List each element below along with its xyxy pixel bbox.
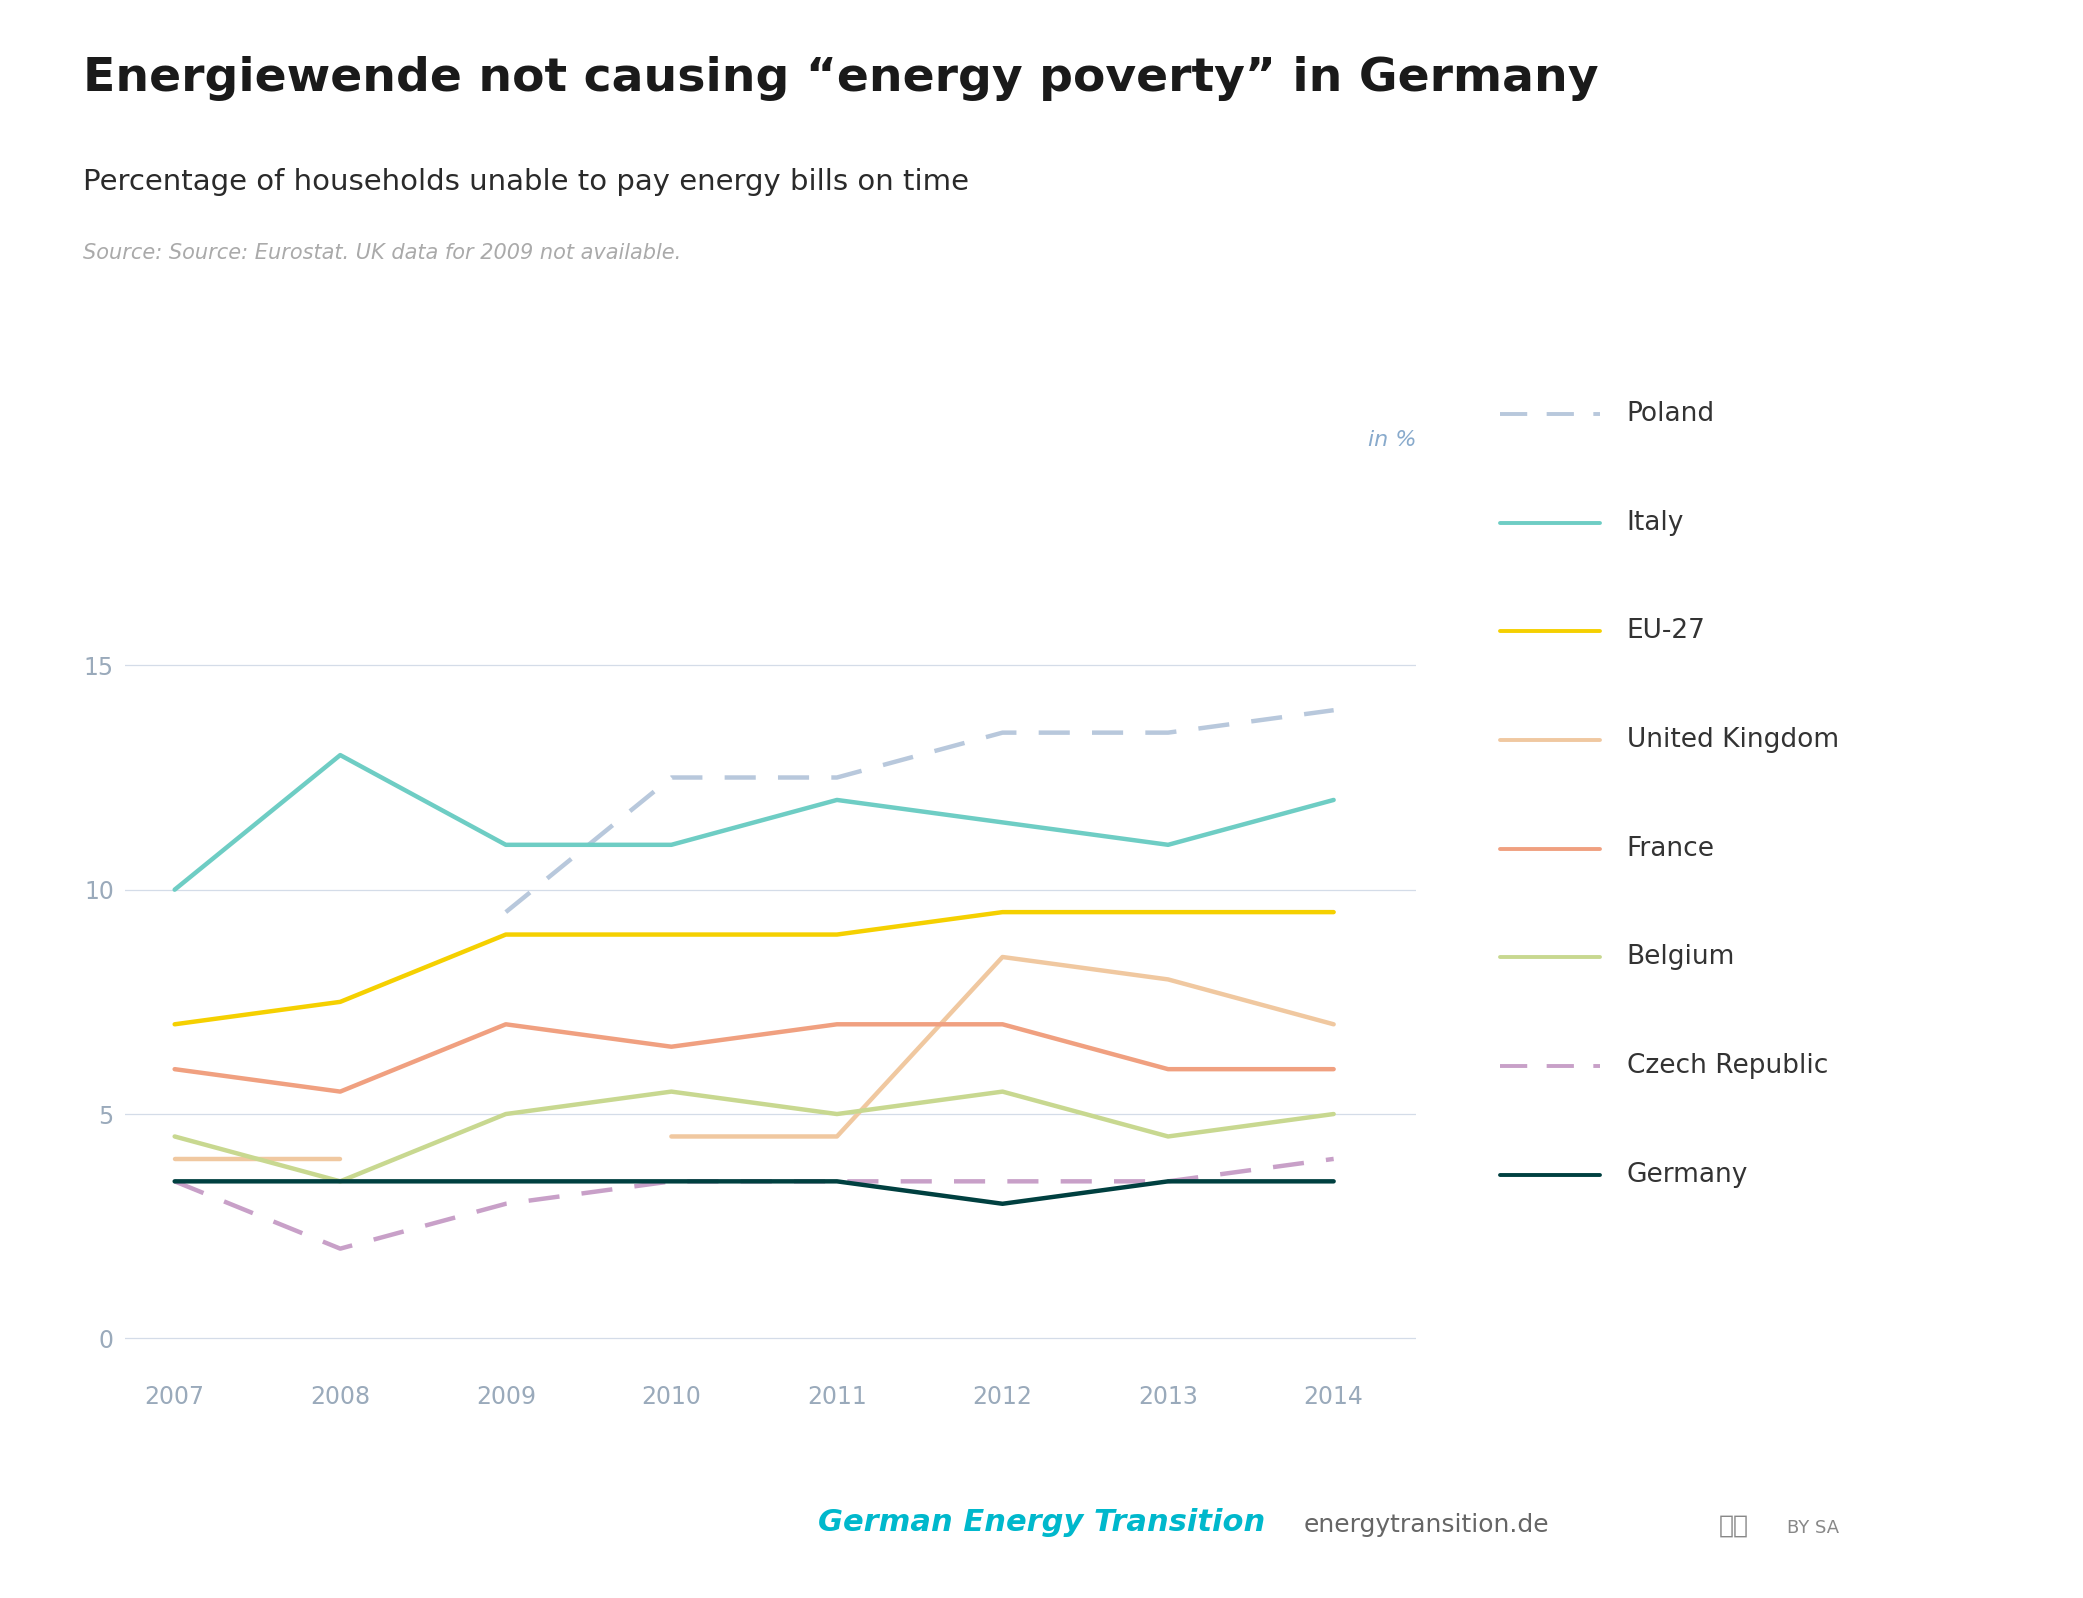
Italy <box>1156 836 1181 855</box>
Line: France: France <box>175 1024 1333 1091</box>
Text: energytransition.de: energytransition.de <box>1304 1513 1550 1537</box>
Text: Belgium: Belgium <box>1627 944 1735 970</box>
Czech Republic <box>825 1171 850 1191</box>
Text: BY SA: BY SA <box>1787 1520 1839 1537</box>
Text: France: France <box>1627 836 1714 861</box>
Czech Republic <box>1156 1171 1181 1191</box>
Germany <box>989 1194 1014 1213</box>
Belgium <box>1156 1127 1181 1146</box>
France <box>825 1015 850 1034</box>
Germany <box>494 1171 519 1191</box>
Text: Germany: Germany <box>1627 1162 1748 1187</box>
Text: in %: in % <box>1369 430 1416 449</box>
Text: Ⓒⓑ: Ⓒⓑ <box>1718 1513 1748 1537</box>
Line: Germany: Germany <box>175 1181 1333 1203</box>
EU-27 <box>658 925 683 944</box>
EU-27 <box>825 925 850 944</box>
Czech Republic <box>494 1194 519 1213</box>
Czech Republic <box>658 1171 683 1191</box>
Belgium <box>162 1127 187 1146</box>
France <box>989 1015 1014 1034</box>
Germany <box>658 1171 683 1191</box>
EU-27 <box>494 925 519 944</box>
Text: German Energy Transition: German Energy Transition <box>819 1509 1264 1537</box>
Italy <box>494 836 519 855</box>
Czech Republic <box>1321 1149 1346 1168</box>
France <box>658 1037 683 1056</box>
Text: Poland: Poland <box>1627 401 1714 427</box>
France <box>162 1059 187 1079</box>
EU-27 <box>327 992 352 1012</box>
Germany <box>825 1171 850 1191</box>
EU-27 <box>1156 903 1181 922</box>
Italy <box>162 880 187 900</box>
Text: EU-27: EU-27 <box>1627 618 1706 644</box>
EU-27 <box>989 903 1014 922</box>
Line: EU-27: EU-27 <box>175 912 1333 1024</box>
EU-27 <box>162 1015 187 1034</box>
United Kingdom <box>162 1149 187 1168</box>
Belgium <box>494 1104 519 1123</box>
Text: Italy: Italy <box>1627 510 1685 535</box>
Italy <box>658 836 683 855</box>
Belgium <box>825 1104 850 1123</box>
Germany <box>1156 1171 1181 1191</box>
United Kingdom <box>327 1149 352 1168</box>
Italy <box>989 813 1014 833</box>
Belgium <box>989 1082 1014 1101</box>
Belgium <box>1321 1104 1346 1123</box>
Line: Italy: Italy <box>175 756 1333 890</box>
Belgium <box>658 1082 683 1101</box>
France <box>1321 1059 1346 1079</box>
Germany <box>327 1171 352 1191</box>
Belgium <box>327 1171 352 1191</box>
Text: Energiewende not causing “energy poverty” in Germany: Energiewende not causing “energy poverty… <box>83 56 1600 101</box>
Germany <box>162 1171 187 1191</box>
Text: United Kingdom: United Kingdom <box>1627 727 1839 753</box>
Line: Belgium: Belgium <box>175 1091 1333 1181</box>
Italy <box>1321 791 1346 810</box>
France <box>494 1015 519 1034</box>
Italy <box>327 746 352 765</box>
Text: Source: Source: Eurostat. UK data for 2009 not available.: Source: Source: Eurostat. UK data for 20… <box>83 243 681 264</box>
Italy <box>825 791 850 810</box>
Line: Czech Republic: Czech Republic <box>175 1159 1333 1248</box>
France <box>327 1082 352 1101</box>
Text: Czech Republic: Czech Republic <box>1627 1053 1829 1079</box>
Czech Republic <box>989 1171 1014 1191</box>
Text: Percentage of households unable to pay energy bills on time: Percentage of households unable to pay e… <box>83 168 969 197</box>
Czech Republic <box>162 1171 187 1191</box>
EU-27 <box>1321 903 1346 922</box>
Czech Republic <box>327 1238 352 1258</box>
Germany <box>1321 1171 1346 1191</box>
France <box>1156 1059 1181 1079</box>
